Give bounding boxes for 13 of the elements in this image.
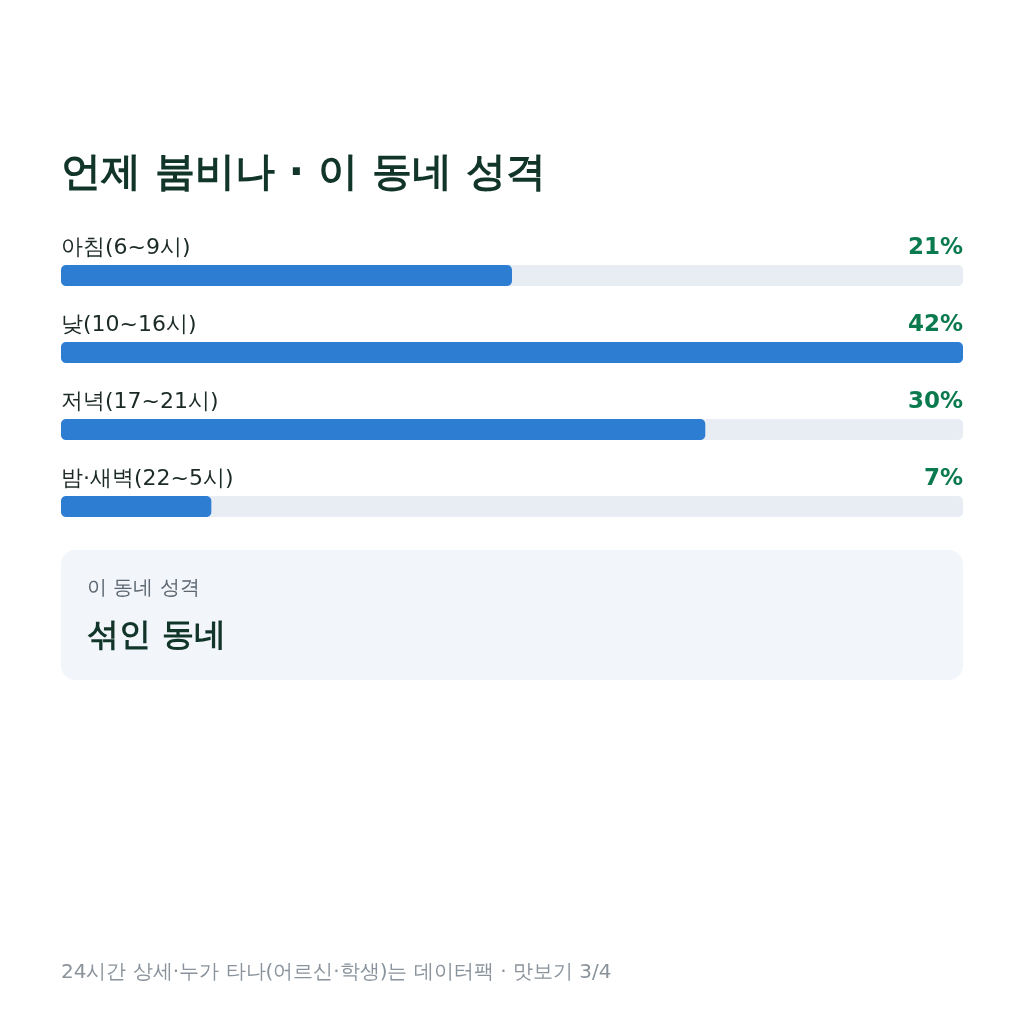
text: 이 동네 성격 <box>87 575 200 599</box>
y-tick-label: 저녁(17~21시) <box>61 387 219 413</box>
data-label: 7% <box>923 463 963 490</box>
y-tick-label: 밤·새벽(22~5시) <box>61 464 234 490</box>
data-label: 30% <box>907 386 963 413</box>
y-tick-label: 낮(10~16시) <box>61 310 197 336</box>
text: 24시간 상세·누가 타나(어르신·학생)는 데이터팩 · 맛보기 3/4 <box>61 959 612 983</box>
y-tick-label: 아침(6~9시) <box>61 233 191 259</box>
text: 섞인 동네 <box>87 615 227 653</box>
data-label: 21% <box>907 232 963 259</box>
chart-title: 언제 붐비나 · 이 동네 성격 <box>61 148 546 194</box>
bar <box>61 496 212 517</box>
data-label: 42% <box>907 309 963 336</box>
